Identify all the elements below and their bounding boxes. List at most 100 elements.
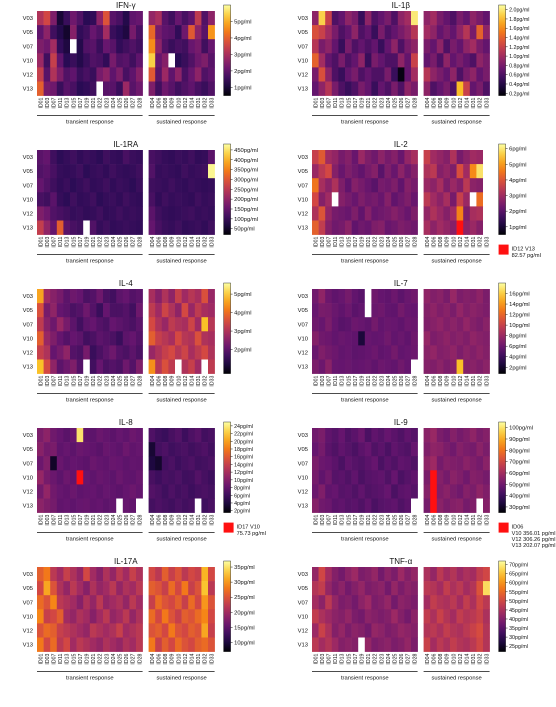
column-label: ID10: [451, 653, 457, 664]
row-label: V03: [23, 294, 33, 300]
heatmap-cell: [391, 345, 399, 360]
column-label: ID28: [137, 653, 143, 664]
heatmap-cell: [188, 595, 196, 610]
heatmap-cell: [325, 289, 333, 304]
heatmap-cell: [116, 623, 124, 638]
column-label: ID13: [340, 653, 346, 664]
heatmap-cell: [397, 498, 405, 513]
heatmap-cell: [56, 428, 64, 443]
heatmap-cell: [391, 637, 399, 652]
colorbar-tick-label: 40pg/ml: [509, 617, 528, 623]
heatmap-cell: [96, 498, 104, 513]
heatmap-cell: [89, 25, 97, 40]
heatmap-cell: [345, 25, 352, 40]
heatmap-cell: [109, 359, 117, 374]
heatmap-cell: [103, 150, 110, 165]
heatmap-cell: [181, 345, 189, 360]
row-label: V05: [298, 586, 308, 592]
heatmap-cell: [450, 484, 457, 499]
heatmap-cell: [56, 595, 64, 610]
colorbar-tick-label: 200pg/ml: [234, 197, 258, 203]
heatmap-cell: [411, 623, 418, 638]
heatmap-cell: [76, 289, 84, 304]
heatmap-cell: [378, 25, 385, 40]
heatmap-cell: [56, 220, 64, 235]
heatmap-cell: [109, 498, 117, 513]
heatmap-cell: [168, 581, 176, 596]
column-label: ID28: [137, 514, 143, 525]
heatmap-cell: [208, 192, 215, 207]
heatmap-cell: [312, 289, 319, 304]
heatmap-cell: [397, 567, 405, 582]
heatmap-cell: [312, 484, 319, 499]
heatmap-cell: [56, 470, 64, 485]
heatmap-cell: [116, 456, 124, 471]
heatmap-cell: [450, 442, 457, 457]
heatmap-cell: [194, 442, 202, 457]
heatmap-cell: [129, 498, 137, 513]
heatmap-cell: [476, 67, 484, 82]
heatmap-cell: [96, 484, 104, 499]
heatmap-cell: [161, 637, 169, 652]
heatmap-cell: [345, 53, 352, 68]
heatmap-cell: [70, 289, 77, 304]
heatmap-cell: [384, 345, 392, 360]
heatmap-cell: [378, 637, 385, 652]
heatmap-cell: [456, 567, 464, 582]
heatmap-cell: [430, 470, 438, 485]
heatmap-cell: [476, 220, 484, 235]
heatmap-cell: [397, 581, 405, 596]
heatmap-cell: [325, 623, 333, 638]
heatmap-cell: [194, 345, 202, 360]
heatmap-cell: [404, 567, 412, 582]
heatmap-cell: [70, 178, 77, 193]
heatmap-cell: [358, 206, 366, 221]
heatmap-cell: [331, 456, 339, 471]
heatmap-cell: [56, 442, 64, 457]
heatmap-cell: [201, 303, 209, 318]
heatmap-cell: [50, 67, 58, 82]
heatmap-cell: [411, 484, 418, 499]
heatmap-cell: [50, 220, 58, 235]
heatmap-cell: [469, 289, 477, 304]
heatmap-cell: [351, 456, 359, 471]
heatmap-cell: [136, 484, 143, 499]
heatmap-cell: [188, 331, 196, 346]
heatmap-cell: [175, 331, 182, 346]
heatmap-cell: [443, 206, 451, 221]
heatmap-cell: [450, 289, 457, 304]
heatmap-cell: [476, 331, 484, 346]
heatmap-cell: [404, 289, 412, 304]
heatmap-cell: [109, 428, 117, 443]
heatmap-cell: [345, 192, 352, 207]
heatmap-cell: [371, 484, 379, 499]
heatmap-cell: [168, 81, 176, 96]
heatmap-cell: [318, 428, 326, 443]
colorbar-tick-label: 0.6pg/ml: [509, 73, 529, 79]
heatmap-cell: [194, 192, 202, 207]
heatmap-cell: [76, 442, 84, 457]
heatmap-cell: [50, 39, 58, 54]
column-label: ID22: [98, 236, 104, 247]
heatmap-cell: [430, 39, 438, 54]
colorbar-tick-label: 60pg/ml: [509, 581, 528, 587]
heatmap-cell: [116, 39, 124, 54]
heatmap-cell: [456, 609, 464, 624]
heatmap-cell: [43, 456, 51, 471]
heatmap-cell: [384, 67, 392, 82]
heatmap-cell: [397, 331, 405, 346]
heatmap-cell: [122, 220, 130, 235]
row-label: V12: [298, 489, 308, 495]
column-label: ID06: [432, 236, 438, 247]
heatmap-cell: [136, 192, 143, 207]
heatmap-cell: [450, 609, 457, 624]
heatmap-cell: [476, 595, 484, 610]
colorbar-tick-label: 18pg/ml: [234, 447, 253, 453]
heatmap-cell: [188, 317, 196, 332]
heatmap-cell: [122, 359, 130, 374]
column-label: ID33: [209, 375, 215, 386]
heatmap-cell: [148, 150, 156, 165]
heatmap-cell: [161, 581, 169, 596]
row-label: V07: [23, 322, 33, 328]
